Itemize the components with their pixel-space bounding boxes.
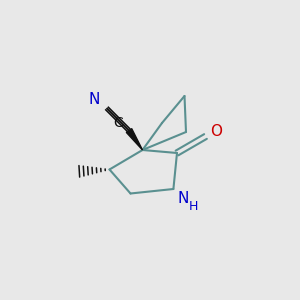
Text: N: N [178,191,189,206]
Text: O: O [210,124,222,140]
Polygon shape [126,129,142,150]
Text: H: H [188,200,198,213]
Text: C: C [114,116,123,130]
Text: N: N [89,92,100,107]
